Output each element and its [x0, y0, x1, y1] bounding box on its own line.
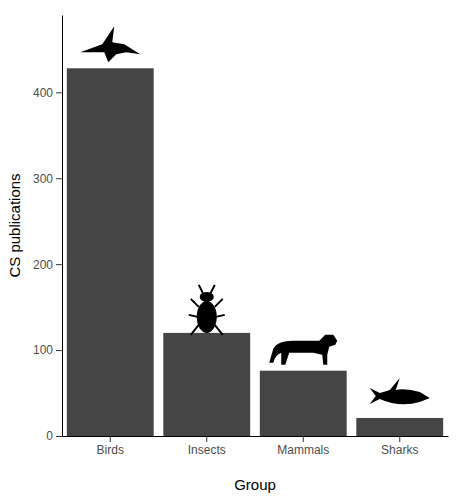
x-tick-mark [206, 436, 207, 442]
y-axis: 0 100 200 300 400 [33, 16, 63, 444]
icon [80, 26, 140, 62]
x-tick: Birds [97, 436, 124, 457]
x-tick-label: Birds [97, 443, 124, 457]
y-tick-label: 0 [46, 429, 53, 443]
x-tick-label: Insects [188, 443, 226, 457]
bars [67, 68, 443, 436]
bar [356, 418, 443, 436]
y-tick: 400 [33, 86, 62, 100]
x-tick-label: Mammals [277, 443, 329, 457]
x-tick-label: Sharks [381, 443, 418, 457]
y-tick-mark [56, 264, 62, 265]
bar [260, 371, 347, 436]
chart: 0 100 200 300 400 Birds Insects Mammals Sharks Gr… [0, 0, 456, 500]
icon [370, 378, 430, 404]
y-axis-line [62, 16, 63, 437]
y-tick-label: 200 [33, 258, 53, 272]
bar [67, 68, 154, 436]
y-tick-label: 100 [33, 343, 53, 357]
x-tick-mark [399, 436, 400, 442]
plot: 0 100 200 300 400 Birds Insects Mammals Sharks [33, 16, 449, 457]
y-tick: 300 [33, 172, 62, 186]
icons [80, 26, 430, 404]
x-tick: Mammals [277, 436, 329, 457]
bar [163, 333, 250, 436]
y-tick-mark [56, 436, 62, 437]
icon [269, 335, 337, 365]
x-tick-mark [110, 436, 111, 442]
y-tick-mark [56, 92, 62, 93]
x-axis-line [63, 436, 449, 437]
y-tick: 200 [33, 258, 62, 272]
y-tick-label: 400 [33, 86, 53, 100]
x-tick: Insects [188, 436, 226, 457]
x-axis: Birds Insects Mammals Sharks [63, 436, 449, 457]
y-tick-label: 300 [33, 172, 53, 186]
y-tick-mark [56, 350, 62, 351]
y-tick: 100 [33, 343, 62, 357]
y-tick-mark [56, 178, 62, 179]
x-tick-mark [303, 436, 304, 442]
y-tick: 0 [46, 429, 62, 443]
x-tick: Sharks [381, 436, 418, 457]
x-axis-title: Group [234, 476, 276, 493]
y-axis-title: CS publications [6, 173, 23, 277]
icon [189, 285, 225, 335]
